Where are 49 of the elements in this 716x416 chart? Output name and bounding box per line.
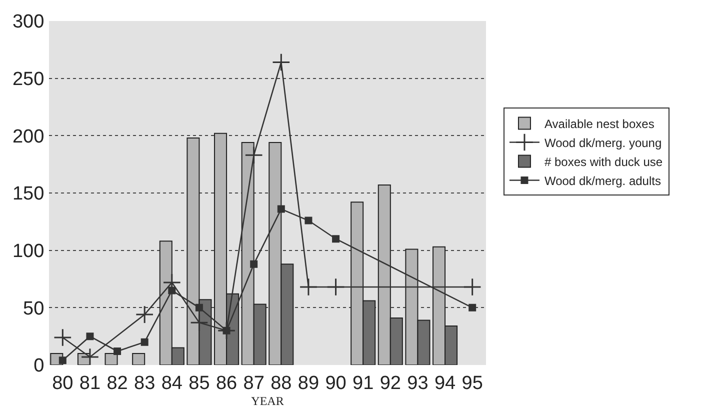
legend-label: Wood dk/merg. adults xyxy=(544,174,661,188)
y-tick-label: 100 xyxy=(12,240,44,262)
point xyxy=(140,338,148,346)
y-tick-label: 0 xyxy=(34,356,44,377)
point xyxy=(277,205,285,213)
x-tick-label: 80 xyxy=(52,372,74,394)
point xyxy=(272,53,290,72)
bar xyxy=(132,353,146,365)
point xyxy=(86,332,94,340)
point xyxy=(244,146,263,164)
point xyxy=(58,356,66,364)
point xyxy=(54,328,72,347)
x-tick-label: 85 xyxy=(188,372,210,394)
legend-label: Available nest boxes xyxy=(544,116,654,131)
point xyxy=(195,304,203,312)
x-tick-label: 88 xyxy=(270,372,292,394)
point xyxy=(114,347,122,355)
point xyxy=(190,313,208,332)
x-tick-label: 94 xyxy=(434,372,456,394)
point xyxy=(304,216,312,224)
x-tick-label: 82 xyxy=(106,372,128,394)
point xyxy=(80,348,100,365)
x-tick-label: 84 xyxy=(161,372,183,394)
x-tick-label: 81 xyxy=(79,372,101,394)
point xyxy=(463,278,482,296)
x-tick-label: 90 xyxy=(325,372,346,394)
point xyxy=(299,278,318,296)
x-tick-label: 93 xyxy=(407,372,428,394)
x-axis-title: YEAR xyxy=(251,394,284,408)
x-tick-label: 87 xyxy=(243,372,264,394)
y-tick-label: 150 xyxy=(12,184,44,205)
point xyxy=(135,305,154,324)
y-tick-label: 50 xyxy=(23,298,44,320)
x-tick-label: 83 xyxy=(134,372,156,394)
legend-label: Wood dk/merg. young xyxy=(544,136,662,150)
point xyxy=(250,260,258,268)
x-tick-label: 92 xyxy=(380,372,401,394)
legend-label: # boxes with duck use xyxy=(544,154,663,169)
x-tick-label: 95 xyxy=(462,372,483,394)
x-tick-label: 89 xyxy=(298,372,320,394)
x-tick-label: 86 xyxy=(216,372,238,394)
y-tick-label: 200 xyxy=(12,126,44,148)
point xyxy=(468,304,476,312)
point xyxy=(332,235,340,243)
x-tick-label: 91 xyxy=(352,372,374,394)
point xyxy=(326,278,345,296)
y-tick-label: 300 xyxy=(12,12,44,33)
y-tick-label: 250 xyxy=(12,68,44,90)
bar xyxy=(104,353,118,365)
